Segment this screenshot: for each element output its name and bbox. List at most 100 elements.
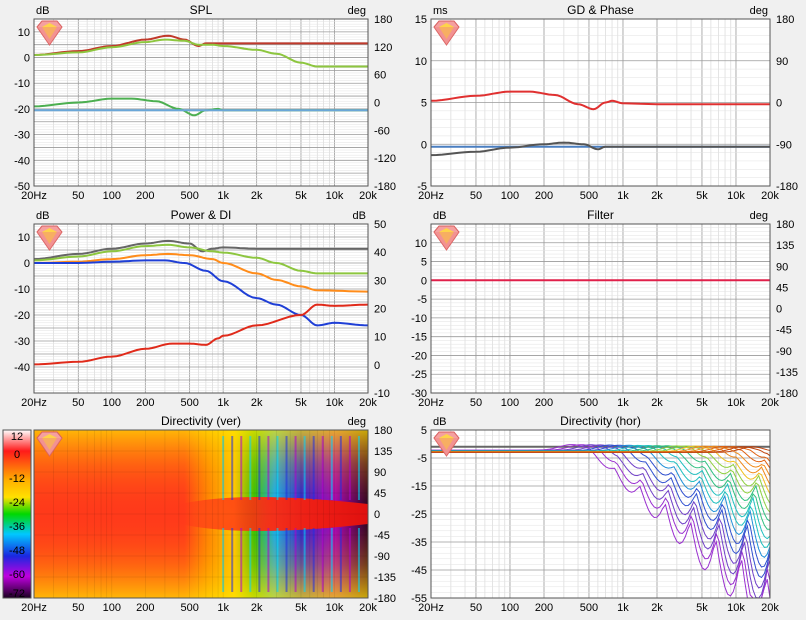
y-tick-label-right: 40: [374, 247, 386, 259]
x-tick-label: 20k: [761, 602, 779, 614]
y-tick-label-right: -60: [374, 125, 390, 137]
y-tick-label-right: 180: [776, 14, 794, 26]
directivity-curve-19: [431, 446, 771, 453]
brand-logo-icon: [36, 225, 63, 251]
x-tick-label: 100: [103, 602, 121, 614]
unit-right: dB: [353, 210, 366, 222]
y-tick-label-right: -180: [374, 593, 396, 605]
y-tick-label-left: -5: [417, 181, 427, 193]
y-tick-label-right: -90: [374, 551, 390, 563]
x-tick-label: 5k: [696, 190, 708, 202]
unit-left: dB: [36, 5, 49, 17]
plot-frame: [33, 223, 369, 394]
y-tick-label-left: -55: [411, 593, 427, 605]
y-tick-label-right: -135: [374, 572, 396, 584]
series-line-1: [33, 38, 368, 68]
y-tick-label-right: 50: [374, 219, 386, 231]
y-tick-label-left: -5: [417, 453, 427, 465]
grid: [430, 18, 771, 187]
x-tick-label: 10k: [326, 602, 344, 614]
series-line-0: [33, 34, 368, 56]
x-tick-label: 10k: [727, 602, 745, 614]
x-tick-label: 2k: [251, 190, 263, 202]
x-tick-label: 2k: [251, 602, 263, 614]
x-tick-label: 50: [470, 397, 482, 409]
y-tick-label-right: 90: [776, 261, 788, 273]
y-tick-label-right: 0: [374, 98, 380, 110]
y-tick-label-left: -5: [417, 294, 427, 306]
y-tick-label-left: -10: [411, 313, 427, 325]
y-tick-label-right: 135: [374, 446, 392, 458]
colorbar-tick-label: 0: [14, 449, 20, 461]
y-tick-label-left: 10: [18, 232, 30, 244]
y-tick-label-right: 180: [374, 14, 392, 26]
y-tick-label-left: -20: [411, 350, 427, 362]
unit-left: ms: [433, 5, 448, 17]
plot-frame: [33, 429, 369, 599]
x-tick-label: 20k: [359, 397, 377, 409]
x-tick-label: 10k: [727, 397, 745, 409]
x-tick-label: 50: [470, 190, 482, 202]
series-line-3: [34, 259, 369, 327]
y-tick-label-right: 45: [374, 488, 386, 500]
x-tick-label: 5k: [295, 397, 307, 409]
x-tick-label: 2k: [651, 190, 663, 202]
colorbar-tick-label: -24: [9, 497, 25, 509]
brand-logo-icon: [36, 20, 63, 46]
y-tick-label-right: 0: [776, 304, 782, 316]
x-tick-label: 5k: [696, 602, 708, 614]
x-tick-label: 20k: [761, 397, 779, 409]
colorbar-tick-label: -12: [9, 473, 25, 485]
unit-right: deg: [750, 210, 768, 222]
colorbar-tick-label: -36: [9, 521, 25, 533]
series-line-1: [33, 243, 368, 275]
x-tick-label: 200: [136, 190, 154, 202]
x-tick-label: 200: [136, 397, 154, 409]
y-tick-label-left: -35: [411, 537, 427, 549]
y-tick-label-left: 10: [415, 238, 427, 250]
y-tick-label-left: 5: [421, 98, 427, 110]
y-tick-label-right: -45: [374, 530, 390, 542]
chart-title: Directivity (hor): [560, 414, 641, 428]
x-tick-label: 50: [72, 397, 84, 409]
y-tick-label-left: -45: [411, 565, 427, 577]
y-tick-label-right: 180: [374, 425, 392, 437]
x-tick-label: 5k: [696, 397, 708, 409]
x-tick-label: 20k: [359, 602, 377, 614]
chart-title: GD & Phase: [567, 3, 634, 17]
brand-logo-icon: [36, 431, 63, 457]
y-tick-label-right: 45: [776, 282, 788, 294]
y-tick-label-left: -25: [411, 509, 427, 521]
y-tick-label-right: -180: [776, 388, 798, 400]
x-tick-label: 1k: [617, 397, 629, 409]
y-tick-label-left: -30: [14, 336, 30, 348]
y-tick-label-right: 30: [374, 275, 386, 287]
brand-logo-icon: [433, 431, 460, 457]
y-tick-label-right: 120: [374, 42, 392, 54]
y-tick-label-right: -10: [374, 388, 390, 400]
plot-frame: [430, 429, 771, 599]
grid: [33, 429, 369, 599]
x-tick-label: 500: [580, 190, 598, 202]
x-tick-label: 500: [580, 397, 598, 409]
x-tick-label: 100: [103, 397, 121, 409]
x-tick-label: 200: [535, 602, 553, 614]
y-tick-label-right: -180: [374, 181, 396, 193]
y-tick-label-right: 180: [776, 219, 794, 231]
y-tick-label-left: 10: [18, 27, 30, 39]
y-tick-label-left: -10: [14, 284, 30, 296]
x-tick-label: 20k: [359, 190, 377, 202]
y-tick-label-right: 0: [374, 509, 380, 521]
y-tick-label-left: 10: [415, 56, 427, 68]
y-tick-label-left: 5: [421, 425, 427, 437]
plot-area: [34, 19, 368, 186]
x-tick-label: 200: [535, 397, 553, 409]
x-tick-label: 500: [180, 190, 198, 202]
x-tick-label: 1k: [617, 602, 629, 614]
unit-left: dB: [36, 210, 49, 222]
series-line-2: [430, 141, 770, 157]
y-tick-label-right: -45: [776, 325, 792, 337]
chart-title: Filter: [587, 208, 614, 222]
x-tick-label: 2k: [651, 602, 663, 614]
y-tick-label-left: -15: [411, 332, 427, 344]
